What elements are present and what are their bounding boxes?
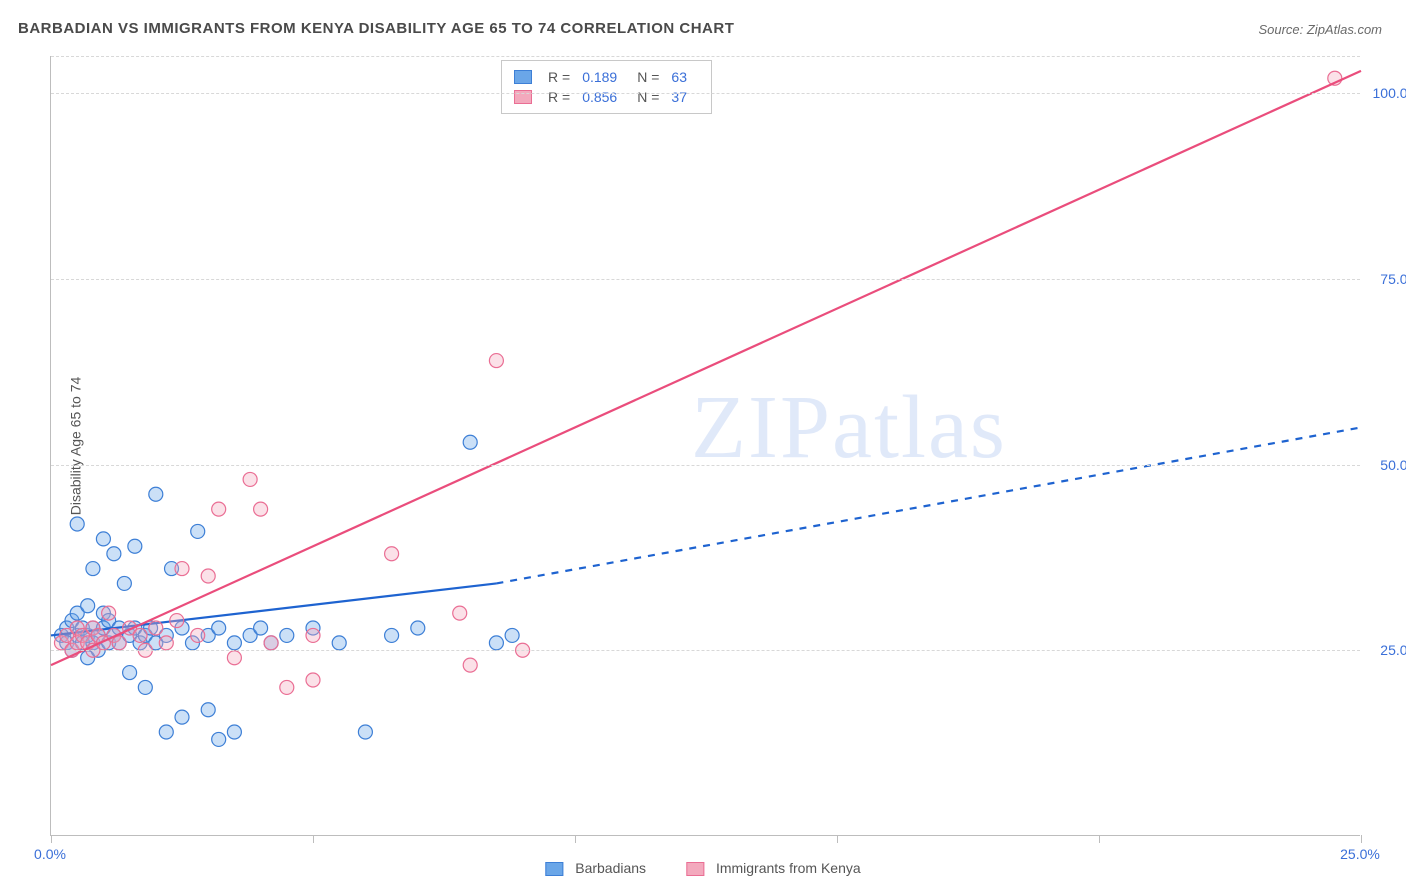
bottom-legend-item-1: Barbadians: [545, 860, 646, 876]
ytick-label: 100.0%: [1373, 85, 1406, 101]
legend-n-value-1: 63: [671, 69, 687, 85]
source-label: Source: ZipAtlas.com: [1258, 22, 1382, 37]
xtick: [1361, 835, 1362, 843]
chart-area: ZIPatlas R = 0.189 N = 63 R = 0.856 N = …: [50, 56, 1360, 836]
ytick-label: 25.0%: [1380, 642, 1406, 658]
gridline-h: [51, 56, 1360, 57]
xtick: [837, 835, 838, 843]
legend-r-value-2: 0.856: [582, 89, 617, 105]
xtick-label: 25.0%: [1340, 846, 1380, 862]
ytick-label: 50.0%: [1380, 457, 1406, 473]
bottom-legend-label-2: Immigrants from Kenya: [716, 860, 861, 876]
legend-r-value-1: 0.189: [582, 69, 617, 85]
legend-swatch-1: [514, 70, 532, 84]
bottom-legend-item-2: Immigrants from Kenya: [686, 860, 861, 876]
legend-n-label-1: N =: [637, 69, 659, 85]
legend-n-value-2: 37: [671, 89, 687, 105]
gridline-h: [51, 279, 1360, 280]
gridline-h: [51, 93, 1360, 94]
legend-r-label-2: R =: [548, 89, 570, 105]
bottom-swatch-1: [545, 862, 563, 876]
xtick: [51, 835, 52, 843]
xtick-label: 0.0%: [34, 846, 66, 862]
correlation-legend: R = 0.189 N = 63 R = 0.856 N = 37: [501, 60, 712, 114]
bottom-legend-label-1: Barbadians: [575, 860, 646, 876]
xtick: [575, 835, 576, 843]
legend-r-label-1: R =: [548, 69, 570, 85]
legend-swatch-2: [514, 90, 532, 104]
xtick: [313, 835, 314, 843]
gridline-h: [51, 650, 1360, 651]
xtick: [1099, 835, 1100, 843]
chart-title: BARBADIAN VS IMMIGRANTS FROM KENYA DISAB…: [18, 20, 734, 37]
bottom-legend: Barbadians Immigrants from Kenya: [545, 860, 860, 876]
chart-svg: [51, 56, 1360, 835]
ytick-label: 75.0%: [1380, 271, 1406, 287]
legend-row-1: R = 0.189 N = 63: [514, 67, 699, 87]
legend-n-label-2: N =: [637, 89, 659, 105]
bottom-swatch-2: [686, 862, 704, 876]
legend-row-2: R = 0.856 N = 37: [514, 87, 699, 107]
gridline-h: [51, 465, 1360, 466]
